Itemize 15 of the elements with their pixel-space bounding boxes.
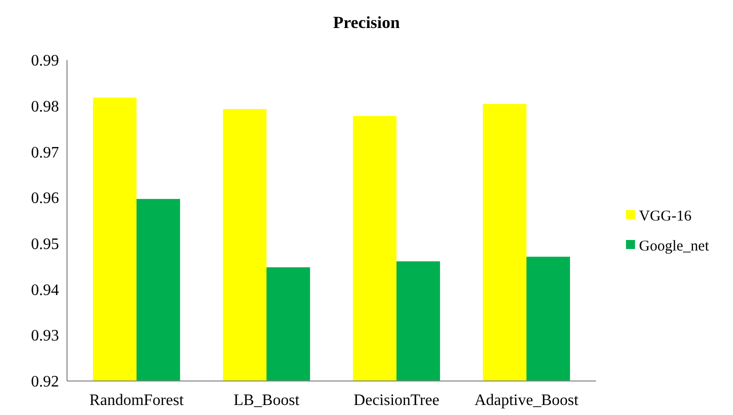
- x-tick-label: RandomForest: [89, 392, 184, 409]
- x-tick-label: Adaptive_Boost: [474, 392, 580, 409]
- x-tick-label: LB_Boost: [234, 392, 300, 409]
- y-tick-label: 0.95: [31, 236, 59, 254]
- y-tick-label: 0.96: [31, 190, 59, 208]
- x-tick-label: DecisionTree: [354, 392, 440, 409]
- y-tick-label: 0.93: [31, 328, 59, 345]
- legend-label: Google_net: [639, 238, 710, 254]
- y-tick-label: 0.94: [31, 282, 59, 299]
- y-tick-label: 0.99: [31, 52, 59, 70]
- y-tick-label: 0.97: [31, 144, 59, 162]
- y-tick-label: 0.98: [31, 98, 59, 116]
- legend-label: VGG-16: [639, 208, 692, 224]
- y-tick-label: 0.92: [31, 374, 59, 391]
- chart-title: Precision: [333, 13, 400, 32]
